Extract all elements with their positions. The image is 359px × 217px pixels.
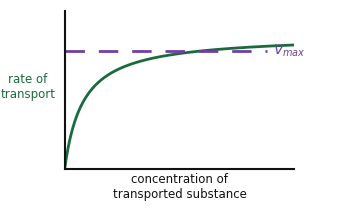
X-axis label: concentration of
transported substance: concentration of transported substance <box>113 173 246 201</box>
Text: $\it{V}_{max}$: $\it{V}_{max}$ <box>272 43 305 59</box>
Y-axis label: rate of
transport: rate of transport <box>0 73 55 101</box>
